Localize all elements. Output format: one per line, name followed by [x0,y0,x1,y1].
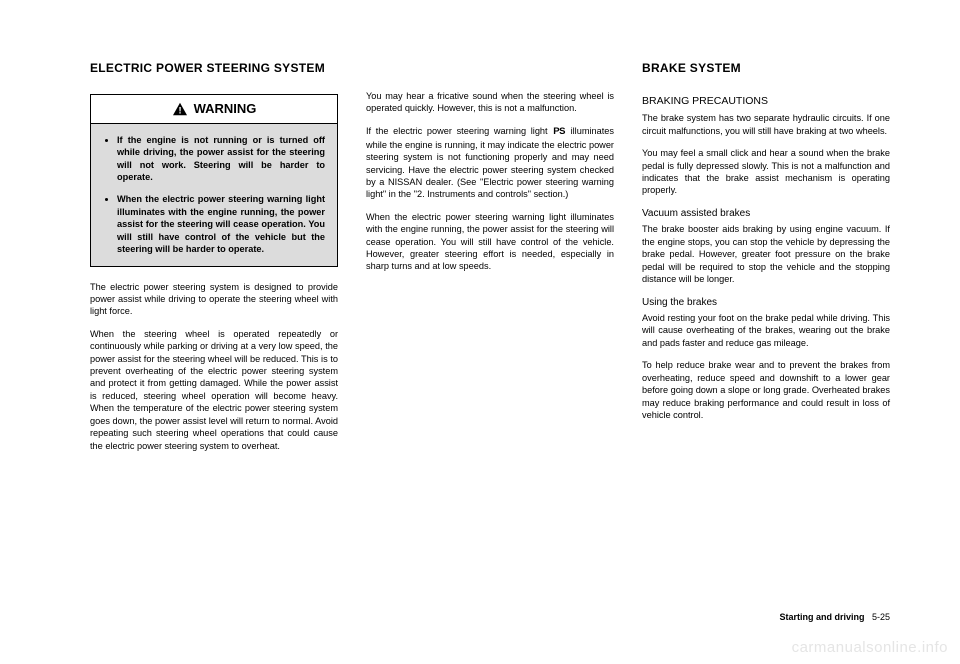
brake-paragraph-1: The brake system has two separate hydrau… [642,112,890,137]
subsection-precautions: BRAKING PRECAUTIONS [642,94,890,108]
warning-header: ! WARNING [91,95,337,124]
page-footer: Starting and driving 5-25 [779,612,890,622]
manual-page: ELECTRIC POWER STEERING SYSTEM ! WARNING… [0,0,960,492]
eps-paragraph-4: If the electric power steering warning l… [366,125,614,201]
eps-paragraph-1: The electric power steering system is de… [90,281,338,318]
column-2: You may hear a fricative sound when the … [366,60,614,462]
warning-triangle-icon: ! [172,102,188,116]
eps-p4-part-a: If the electric power steering warning l… [366,126,552,136]
brake-paragraph-5: To help reduce brake wear and to prevent… [642,359,890,421]
warning-body: If the engine is not running or is turne… [91,124,337,266]
watermark: carmanualsonline.info [792,639,948,656]
column-3: BRAKE SYSTEM BRAKING PRECAUTIONS The bra… [642,60,890,462]
eps-paragraph-3: You may hear a fricative sound when the … [366,90,614,115]
ps-warning-light-icon: PS [552,126,566,139]
warning-item-1: If the engine is not running or is turne… [117,134,325,184]
column-1: ELECTRIC POWER STEERING SYSTEM ! WARNING… [90,60,338,462]
footer-page-number: 5-25 [872,612,890,622]
warning-item-2: When the electric power steering warning… [117,193,325,255]
section-title-brake: BRAKE SYSTEM [642,60,890,76]
footer-label: Starting and driving [779,612,864,622]
brake-paragraph-4: Avoid resting your foot on the brake ped… [642,312,890,349]
warning-label: WARNING [194,100,257,118]
svg-text:!: ! [178,106,181,116]
eps-paragraph-5: When the electric power steering warning… [366,211,614,273]
subsection-vacuum: Vacuum assisted brakes [642,207,890,221]
eps-p4-part-b: illuminates while the engine is running,… [366,126,614,200]
subsection-using: Using the brakes [642,296,890,310]
brake-paragraph-2: You may feel a small click and hear a so… [642,147,890,197]
section-title-eps: ELECTRIC POWER STEERING SYSTEM [90,60,338,76]
warning-box: ! WARNING If the engine is not running o… [90,94,338,266]
brake-paragraph-3: The brake booster aids braking by using … [642,223,890,285]
eps-paragraph-2: When the steering wheel is operated repe… [90,328,338,452]
